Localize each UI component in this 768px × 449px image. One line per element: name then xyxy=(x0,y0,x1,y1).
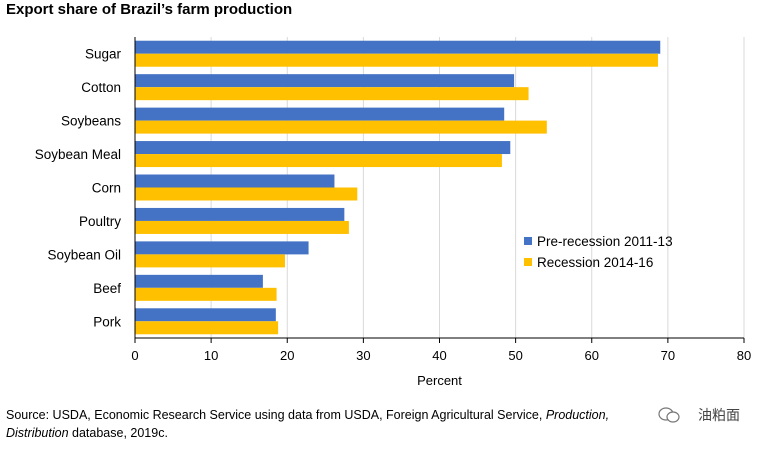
bars xyxy=(135,40,661,335)
bar-pork-pre-recession xyxy=(135,308,276,322)
bar-poultry-recession xyxy=(135,220,349,234)
bar-pork-recession xyxy=(135,321,279,335)
chart-title: Export share of Brazil’s farm production xyxy=(6,1,293,18)
bar-soybeans-recession xyxy=(135,120,547,134)
source-suffix: database, 2019c. xyxy=(68,426,168,440)
bar-soybean-oil-pre-recession xyxy=(135,241,309,255)
chat-bubble-icon xyxy=(658,407,680,423)
bar-cotton-recession xyxy=(135,87,529,101)
category-label-pork: Pork xyxy=(93,314,121,329)
bar-cotton-pre-recession xyxy=(135,74,515,88)
legend: Pre-recession 2011-13 Recession 2014-16 xyxy=(524,234,673,270)
category-label-soybean-meal: Soybean Meal xyxy=(35,147,121,162)
bar-sugar-pre-recession xyxy=(135,40,661,54)
x-tick-label-0: 0 xyxy=(131,348,138,363)
category-label-cotton: Cotton xyxy=(81,80,121,95)
category-label-corn: Corn xyxy=(92,181,121,196)
category-label-poultry: Poultry xyxy=(79,214,121,229)
bar-soybean-oil-recession xyxy=(135,254,285,268)
x-tick-label-50: 50 xyxy=(508,348,522,363)
x-tick-label-80: 80 xyxy=(737,348,751,363)
bar-poultry-pre-recession xyxy=(135,207,345,221)
bar-sugar-recession xyxy=(135,53,658,67)
x-tick-label-70: 70 xyxy=(661,348,675,363)
x-tick-label-20: 20 xyxy=(280,348,294,363)
x-axis-label: Percent xyxy=(417,373,462,388)
x-tick-label-30: 30 xyxy=(356,348,370,363)
x-tick-label-40: 40 xyxy=(432,348,446,363)
bar-soybean-meal-pre-recession xyxy=(135,141,511,155)
source-italic-production: Production, xyxy=(545,408,610,422)
x-tick-label-10: 10 xyxy=(204,348,218,363)
source-note: Source: USDA, Economic Research Service … xyxy=(6,406,746,442)
bar-beef-recession xyxy=(135,287,277,301)
category-label-soybean-oil: Soybean Oil xyxy=(47,247,121,262)
source-prefix: Source: USDA, Economic Research Service … xyxy=(6,408,546,422)
category-label-soybeans: Soybeans xyxy=(61,114,121,129)
legend-swatch-1 xyxy=(524,258,532,266)
bar-corn-pre-recession xyxy=(135,174,335,188)
bar-beef-pre-recession xyxy=(135,274,263,288)
bar-soybeans-pre-recession xyxy=(135,107,505,121)
x-tick-label-60: 60 xyxy=(585,348,599,363)
bar-corn-recession xyxy=(135,187,358,201)
legend-label-1: Recession 2014-16 xyxy=(537,255,653,270)
bar-soybean-meal-recession xyxy=(135,154,502,168)
category-label-sugar: Sugar xyxy=(85,47,122,62)
source-italic-distribution: Distribution xyxy=(6,426,69,440)
x-axis: 0 10 20 30 40 50 60 70 80 Percent xyxy=(131,37,751,388)
legend-label-0: Pre-recession 2011-13 xyxy=(537,234,673,249)
watermark-text: 油粕面 xyxy=(698,407,740,423)
legend-swatch-0 xyxy=(524,237,532,245)
category-label-beef: Beef xyxy=(93,281,121,296)
category-labels: Sugar Cotton Soybeans Soybean Meal Corn Poult… xyxy=(35,47,122,330)
